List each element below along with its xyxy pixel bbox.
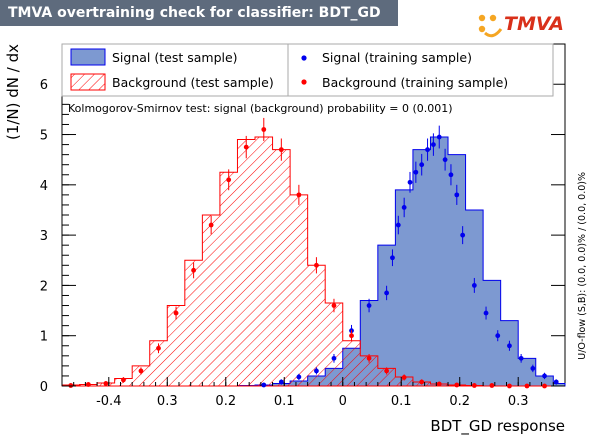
legend-label-signal-train: Signal (training sample): [322, 50, 472, 65]
y-tick-label: 6: [40, 78, 48, 93]
signal-train-point: [471, 283, 477, 288]
signal-train-point: [431, 142, 436, 147]
y-tick-label: 0: [40, 380, 48, 395]
background-train-point: [366, 355, 372, 361]
signal-train-point: [495, 333, 501, 339]
signal-train-point: [331, 355, 337, 361]
signal-train-point: [384, 290, 390, 296]
histogram-bars: [61, 136, 566, 387]
background-train-point: [489, 383, 495, 388]
signal-train-point: [425, 147, 430, 153]
signal-train-point: [530, 365, 536, 371]
background-train-point: [156, 345, 161, 351]
signal-train-point: [413, 169, 419, 175]
signal-train-point: [407, 179, 413, 185]
signal-train-point: [542, 373, 547, 379]
background-train-point: [507, 383, 512, 389]
x-axis-label: BDT_GD response: [430, 417, 565, 436]
window-title: TMVA overtraining check for classifier: …: [0, 0, 398, 26]
background-train-point: [436, 381, 442, 387]
legend-label-signal-test: Signal (test sample): [112, 50, 238, 65]
signal-train-point: [401, 205, 407, 210]
background-train-point: [471, 383, 477, 388]
background-train-point: [454, 382, 460, 388]
x-tick-label: 0.1: [391, 394, 412, 409]
signal-train-point: [518, 355, 524, 361]
x-tick-label: 0.1: [274, 394, 295, 409]
x-tick-label: 0: [339, 394, 347, 409]
background-train-point: [542, 383, 547, 389]
signal-train-point: [442, 157, 448, 163]
background-train-point: [419, 379, 425, 385]
background-train-point: [103, 381, 109, 386]
background-train-point: [208, 222, 214, 228]
background-train-point: [278, 147, 284, 153]
legend-label-background-train: Background (training sample): [322, 75, 508, 90]
signal-train-point: [366, 303, 372, 308]
y-tick-label: 4: [40, 179, 48, 194]
signal-train-point: [483, 310, 489, 316]
x-tick-label: 0.3: [508, 394, 529, 409]
tmva-logo: TMVA: [476, 12, 564, 40]
ks-test-text: Kolmogorov-Smirnov test: signal (backgro…: [68, 102, 453, 115]
legend-swatch-signal-test: [70, 48, 106, 66]
background-train-point: [68, 383, 74, 388]
background-train-point: [138, 368, 144, 374]
y-tick-label: 1: [40, 330, 48, 345]
training-points: [68, 117, 559, 389]
legend-marker-signal-train: [301, 55, 307, 61]
signal-train-point: [261, 382, 267, 388]
signal-train-point: [448, 172, 454, 178]
y-tick-label: 5: [40, 129, 48, 144]
signal-train-point: [296, 374, 302, 380]
background-train-point: [524, 383, 530, 389]
signal-train-point: [553, 379, 559, 385]
background-train-point: [296, 192, 302, 198]
background-train-point: [331, 303, 337, 308]
x-tick-label: 0.2: [215, 394, 236, 409]
y-axis-label: (1/N) dN / dx: [4, 44, 22, 140]
background-train-point: [85, 382, 91, 387]
signal-train-point: [390, 255, 395, 261]
signal-train-point: [419, 162, 425, 168]
background-train-point: [314, 262, 319, 268]
background-train-point: [121, 377, 126, 383]
background-train-point: [191, 267, 196, 273]
background-train-point: [226, 177, 232, 183]
legend-box-right: [287, 43, 554, 97]
x-tick-label: 0.3: [157, 394, 178, 409]
background-train-point: [349, 333, 354, 339]
legend-label-background-test: Background (test sample): [112, 75, 274, 90]
signal-train-point: [454, 192, 460, 198]
signal-train-point: [460, 232, 466, 238]
background-train-point: [173, 310, 179, 316]
legend-marker-background-train: [301, 79, 307, 85]
y-tick-label: 3: [40, 229, 48, 244]
signal-train-point: [507, 343, 512, 349]
signal-train-point: [395, 222, 401, 228]
tmva-logo-dots-icon: [478, 14, 503, 38]
background-train-point: [401, 375, 407, 380]
background-train-point: [384, 368, 390, 374]
signal-train-point: [436, 134, 442, 140]
y-tick-label: 2: [40, 279, 48, 294]
axes: -0.4 0.3 0.2 0.1 0 0.1 0.2 0.3 0 1 2 3 4 5 6: [40, 44, 565, 409]
signal-train-point: [278, 379, 284, 385]
tmva-logo-text: TMVA: [504, 13, 564, 35]
background-train-point: [261, 127, 267, 132]
legend-swatch-background-test: [70, 73, 106, 91]
x-tick-label: 0.2: [449, 394, 470, 409]
signal-train-point: [314, 368, 319, 374]
overflow-text: U/O-flow (S,B): (0.0, 0.0)% / (0.0, 0.0)…: [577, 172, 588, 360]
x-tick-label: -0.4: [96, 394, 121, 409]
background-train-point: [243, 144, 249, 150]
